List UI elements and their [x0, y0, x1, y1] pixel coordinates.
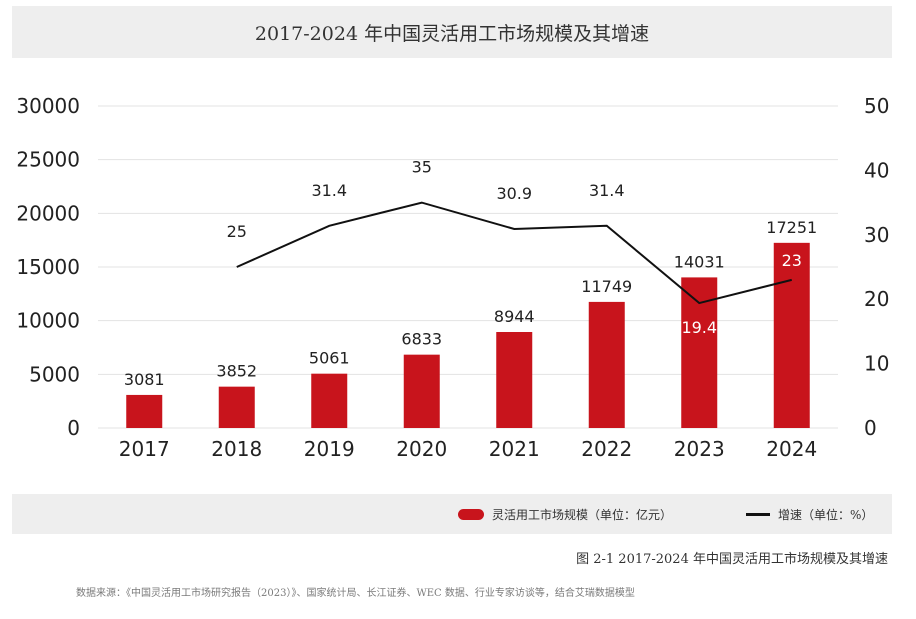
y-right-tick-label: 50: [864, 94, 889, 118]
x-tick-label: 2022: [581, 437, 632, 461]
bar: [588, 301, 625, 428]
legend: 灵活用工市场规模（单位：亿元） 增速（单位：%）: [12, 494, 892, 534]
bar-value-label: 17251: [766, 218, 817, 237]
growth-value-label: 31.4: [589, 181, 625, 200]
legend-line-swatch: [746, 512, 770, 516]
bar-value-label: 3081: [124, 370, 165, 389]
y-right-tick-label: 20: [864, 287, 889, 311]
bar-value-label: 8944: [494, 307, 535, 326]
x-tick-label: 2019: [304, 437, 355, 461]
growth-value-label: 31.4: [311, 181, 347, 200]
chart-title-bar: 2017-2024 年中国灵活用工市场规模及其增速: [12, 6, 892, 58]
data-source-note: 数据来源：《中国灵活用工市场研究报告（2023）》、国家统计局、长江证券、WEC…: [76, 588, 635, 599]
bar: [773, 242, 810, 428]
x-tick-label: 2024: [766, 437, 817, 461]
bar: [403, 354, 440, 428]
bar-value-label: 6833: [401, 330, 442, 349]
bar: [311, 373, 348, 428]
y-left-tick-label: 20000: [16, 201, 80, 225]
y-left-tick-label: 5000: [29, 362, 80, 386]
growth-value-label: 35: [412, 158, 432, 177]
y-left-tick-label: 25000: [16, 148, 80, 172]
y-left-tick-label: 0: [67, 416, 80, 440]
bar-value-label: 3852: [216, 362, 257, 381]
bar: [496, 332, 533, 428]
bar-value-label: 11749: [581, 277, 632, 296]
y-right-tick-label: 40: [864, 158, 889, 182]
x-tick-label: 2017: [119, 437, 170, 461]
growth-line: [236, 201, 792, 305]
growth-value-label: 25: [227, 222, 247, 241]
bar: [218, 386, 255, 428]
growth-value-label: 23: [782, 251, 802, 270]
y-right-tick-label: 0: [864, 416, 877, 440]
x-tick-label: 2023: [674, 437, 725, 461]
x-tick-label: 2020: [396, 437, 447, 461]
x-tick-label: 2021: [489, 437, 540, 461]
bar-value-label: 5061: [309, 349, 350, 368]
chart-title: 2017-2024 年中国灵活用工市场规模及其增速: [254, 22, 650, 45]
y-left-tick-label: 10000: [16, 309, 80, 333]
y-left-tick-label: 30000: [16, 94, 80, 118]
legend-label-line: 增速（单位：%）: [778, 507, 874, 522]
growth-value-label: 30.9: [496, 184, 532, 203]
y-left-tick-label: 15000: [16, 255, 80, 279]
legend-item-line: 增速（单位：%）: [746, 494, 873, 534]
bar: [126, 394, 163, 428]
y-right-tick-label: 10: [864, 352, 889, 376]
legend-bar-swatch: [458, 508, 484, 520]
y-right-tick-label: 30: [864, 223, 889, 247]
figure-caption: 图 2-1 2017-2024 年中国灵活用工市场规模及其增速: [576, 552, 888, 567]
bar-value-label: 14031: [674, 252, 725, 271]
legend-label-bars: 灵活用工市场规模（单位：亿元）: [492, 507, 673, 522]
chart-area: 0 5000 10000 15000 20000 25000 30000 0 10 20 30 40 5…: [16, 94, 889, 461]
x-tick-label: 2018: [211, 437, 262, 461]
legend-item-bars: 灵活用工市场规模（单位：亿元）: [458, 494, 672, 534]
growth-value-label: 19.4: [681, 318, 717, 337]
